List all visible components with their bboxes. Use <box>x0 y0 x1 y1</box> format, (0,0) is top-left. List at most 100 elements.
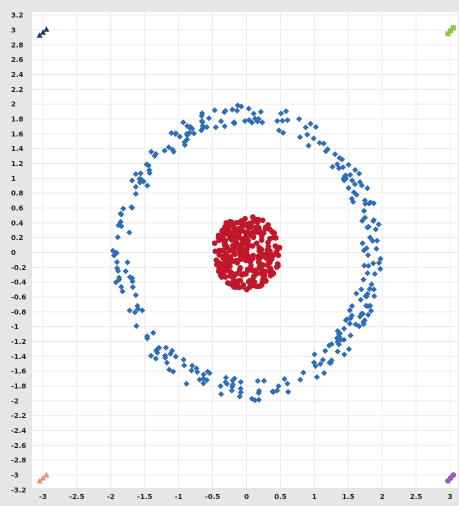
ring-point <box>148 148 155 155</box>
ring-point <box>360 247 367 254</box>
ring-point <box>345 161 352 168</box>
disk-point <box>212 248 219 255</box>
ring-point <box>200 380 207 387</box>
corner-point <box>43 472 50 478</box>
x-tick-label: 0 <box>244 493 249 501</box>
ring-point <box>367 302 374 309</box>
ring-point <box>237 378 244 385</box>
ring-point <box>312 124 319 131</box>
ring-point <box>114 265 121 272</box>
ring-point <box>369 237 376 244</box>
disk-point <box>271 234 277 240</box>
ring-point <box>366 285 373 292</box>
disk-point <box>219 247 226 254</box>
ring-point <box>221 123 228 130</box>
disk-point <box>244 244 251 250</box>
ring-point <box>229 377 236 384</box>
ring-point <box>349 177 356 184</box>
ring-point <box>370 260 377 267</box>
x-tick-label: 0.5 <box>274 493 287 501</box>
y-tick-label: 0 <box>11 249 16 257</box>
ring-point <box>152 355 159 362</box>
ring-point <box>189 125 196 132</box>
ring-point <box>181 139 188 146</box>
y-tick-label: 1.2 <box>11 160 24 168</box>
ring-point <box>375 221 382 228</box>
ring-point <box>357 296 364 303</box>
ring-point <box>257 108 264 115</box>
ring-point <box>143 161 150 168</box>
disk-point <box>268 228 275 234</box>
x-tick-label: 1.5 <box>342 493 355 501</box>
ring-point <box>339 156 346 163</box>
ring-point <box>284 117 291 124</box>
disk-point <box>243 250 250 257</box>
ring-point <box>281 375 288 382</box>
ring-point <box>364 270 371 277</box>
disk-point <box>219 227 226 234</box>
y-tick-label: 1.6 <box>11 130 24 138</box>
ring-point <box>360 276 367 283</box>
disk-point <box>249 243 256 249</box>
y-tick-label: 0.4 <box>11 219 24 227</box>
ring-point <box>132 171 139 178</box>
ring-point <box>285 388 292 395</box>
disk-point <box>239 246 245 252</box>
ring-point <box>361 214 368 221</box>
corner-point <box>445 31 451 37</box>
ring-point <box>183 380 190 387</box>
ring-point <box>351 181 358 188</box>
ring-point <box>111 252 118 259</box>
ring-point <box>373 245 380 252</box>
disk-point <box>241 229 248 235</box>
data-points <box>36 25 457 484</box>
ring-point <box>161 147 168 154</box>
ring-point <box>307 120 314 127</box>
disk-point <box>254 216 261 223</box>
y-tick-label: -1.2 <box>11 338 26 346</box>
corner-point <box>36 32 43 38</box>
ring-point <box>341 351 348 358</box>
ring-point <box>162 354 169 361</box>
ring-point <box>163 359 170 366</box>
y-tick-label: -0.4 <box>11 279 26 287</box>
ring-point <box>259 119 266 126</box>
ring-point <box>204 368 211 375</box>
disk-point <box>243 233 249 240</box>
disk-point <box>239 224 245 230</box>
ring-point <box>352 166 359 173</box>
ring-point <box>360 321 367 328</box>
ring-point <box>316 139 323 146</box>
ring-point <box>186 129 193 136</box>
disk-point <box>224 255 231 261</box>
ring-point <box>296 115 303 122</box>
ring-point <box>279 117 286 124</box>
ring-point <box>366 200 373 207</box>
y-tick-label: -1.4 <box>11 353 26 361</box>
y-tick-label: -0.8 <box>11 308 26 316</box>
ring-point <box>342 317 349 324</box>
x-tick-label: -1.5 <box>137 493 152 501</box>
ring-point <box>228 387 235 394</box>
disk-point <box>250 234 257 241</box>
ring-point <box>150 329 157 336</box>
y-tick-label: -1.6 <box>11 368 26 376</box>
ring-point <box>199 125 206 132</box>
ring-point <box>363 293 370 300</box>
ring-point <box>305 142 312 149</box>
disk-point <box>216 252 223 258</box>
y-axis-ticks: 3.2 3 2.8 2.6 2.4 2.2 2 1.8 1.6 1.4 1.2 1 0.8 0.6 0.4 0… <box>11 12 26 495</box>
ring-point <box>254 378 261 385</box>
ring-point <box>165 144 172 151</box>
disk-point <box>257 255 264 261</box>
disk-point <box>258 233 265 239</box>
y-tick-label: -3.2 <box>11 486 26 494</box>
ring-point <box>222 379 229 386</box>
y-tick-label: 2.4 <box>11 71 24 79</box>
disk-point <box>255 229 261 236</box>
y-tick-label: -3 <box>11 472 19 480</box>
y-tick-label: -1.8 <box>11 383 26 391</box>
ring-point <box>359 217 366 224</box>
ring-point <box>300 369 307 376</box>
ring-point <box>297 376 304 383</box>
